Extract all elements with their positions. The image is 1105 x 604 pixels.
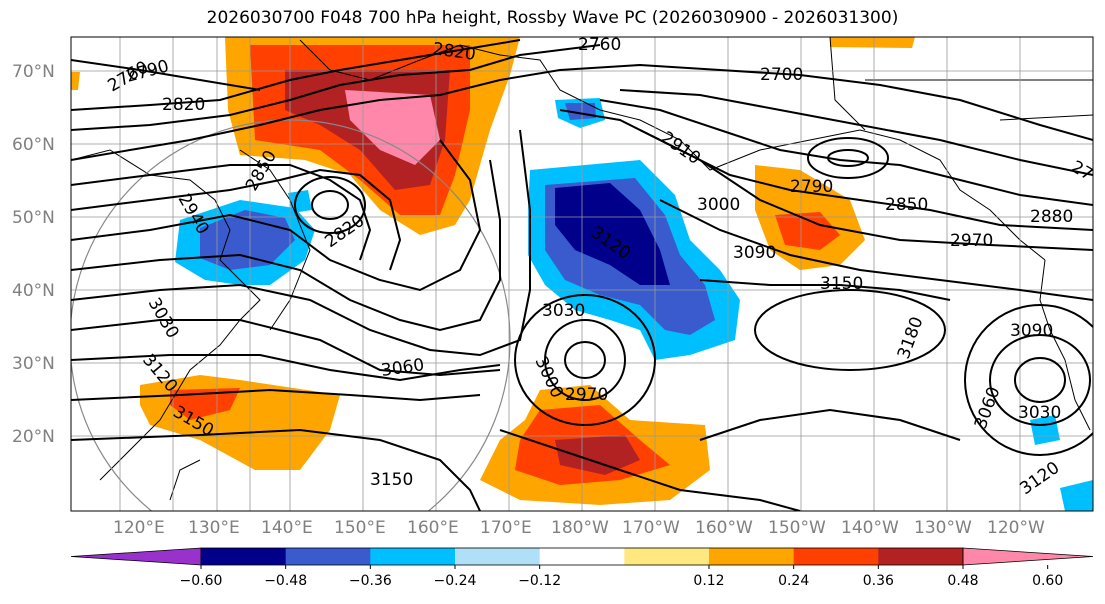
- colorbar-tick-label: −0.36: [349, 573, 392, 589]
- colorbar-tick-label: −0.48: [264, 573, 307, 589]
- lon-label: 120°W: [987, 518, 1045, 538]
- contour-label: 2790: [790, 177, 833, 197]
- longitude-labels: 120°E 130°E 140°E 150°E 160°E 170°E 180°…: [113, 518, 1045, 538]
- lat-label: 30°N: [12, 354, 55, 374]
- colorbar-segment: [201, 548, 287, 565]
- colorbar-tick-label: −0.24: [434, 573, 477, 589]
- contour-label: 3000: [697, 195, 740, 215]
- colorbar-extend-high: [962, 547, 1094, 566]
- colorbar-segment: [793, 548, 879, 565]
- colorbar-tick-label: 0.48: [947, 573, 978, 589]
- lon-label: 140°W: [841, 518, 899, 538]
- contour-label: 3150: [370, 470, 413, 490]
- map-title: 2026030700 F048 700 hPa height, Rossby W…: [206, 8, 899, 28]
- contour-label: 3090: [1010, 321, 1053, 341]
- height-contours: [71, 39, 1093, 511]
- contour-label: 2760: [578, 35, 621, 55]
- colorbar-segment: [709, 548, 795, 565]
- range-circle: [71, 119, 511, 511]
- colorbar-tick-label: 0.24: [778, 573, 809, 589]
- lat-label: 40°N: [12, 281, 55, 301]
- contour-label: 3090: [733, 243, 776, 263]
- contour-label: 2880: [1030, 207, 1073, 227]
- lon-label: 170°E: [480, 518, 532, 538]
- colorbar-tick-label: −0.12: [518, 573, 561, 589]
- colorbar-tick-label: −0.60: [180, 573, 223, 589]
- lon-label: 150°E: [334, 518, 386, 538]
- lon-label: 130°E: [188, 518, 240, 538]
- contour-label: 3030: [1018, 403, 1061, 423]
- lon-label: 160°W: [695, 518, 753, 538]
- colorbar-segment: [878, 548, 964, 565]
- lon-label: 160°E: [407, 518, 459, 538]
- lon-label: 120°E: [113, 518, 165, 538]
- colorbar-tick-label: 0.36: [863, 573, 894, 589]
- colorbar-segment: [624, 548, 710, 565]
- contour-label: 2820: [162, 95, 205, 115]
- colorbar-tick-label: 0.12: [693, 573, 724, 589]
- lon-label: 140°E: [261, 518, 313, 538]
- map-area: 2760 2790 2820 2820 2700 2760 2910 2790 …: [71, 35, 1093, 511]
- colorbar: −0.60 −0.48 −0.36 −0.24 −0.12 0.12 0.24 0.36 0.4…: [70, 547, 1094, 589]
- contour-label: 2700: [760, 65, 803, 85]
- contour-label: 3150: [820, 274, 863, 294]
- lat-label: 60°N: [12, 135, 55, 155]
- map-frame: [70, 36, 1094, 512]
- lon-label: 150°W: [768, 518, 826, 538]
- latitude-labels: 70°N 60°N 50°N 40°N 30°N 20°N: [12, 62, 55, 447]
- colorbar-segment: [455, 548, 541, 565]
- lon-label: 180°W: [551, 518, 609, 538]
- colorbar-tick-label: 0.60: [1032, 573, 1063, 589]
- lat-label: 20°N: [12, 427, 55, 447]
- colorbar-segment: [285, 548, 371, 565]
- contour-label: 2850: [885, 195, 928, 215]
- lon-label: 170°W: [622, 518, 680, 538]
- contour-label: 2970: [950, 231, 993, 251]
- colorbar-segment: [539, 548, 625, 565]
- lat-label: 70°N: [12, 62, 55, 82]
- lat-label: 50°N: [12, 208, 55, 228]
- contour-label: 3030: [542, 301, 585, 321]
- colorbar-frame: [200, 547, 964, 566]
- lon-label: 130°W: [914, 518, 972, 538]
- colorbar-segment: [370, 548, 456, 565]
- contour-label: 2970: [565, 385, 608, 405]
- colorbar-extend-low: [70, 547, 202, 566]
